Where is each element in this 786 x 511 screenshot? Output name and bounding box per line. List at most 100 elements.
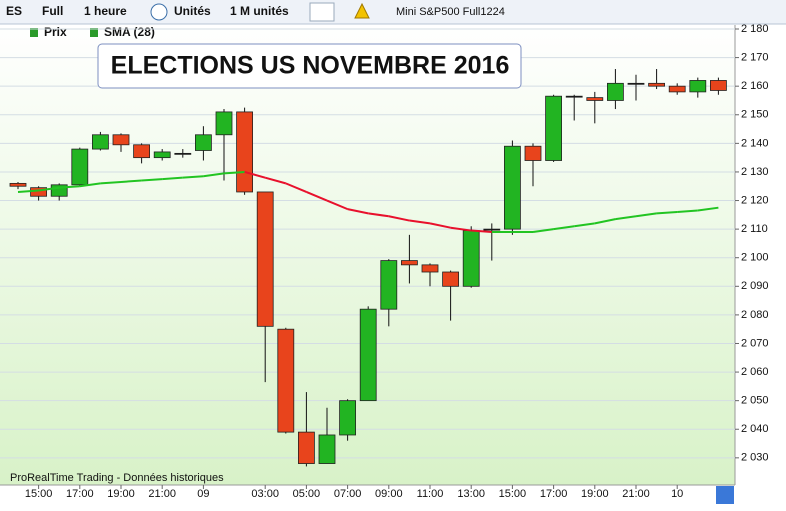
- candle-body: [9, 182, 27, 187]
- sma-segment: [471, 229, 492, 233]
- y-tick-label: 2 170: [741, 51, 769, 63]
- sma-segment: [203, 172, 225, 178]
- x-tick-label: 17:00: [540, 488, 568, 500]
- x-tick-label: 21:00: [622, 488, 650, 500]
- sma-segment: [450, 226, 472, 232]
- x-axis-area: [0, 485, 786, 506]
- candle-body: [400, 260, 418, 266]
- x-tick-label: 19:00: [581, 488, 609, 500]
- x-tick-label: 05:00: [293, 488, 321, 500]
- x-tick-label: 15:00: [25, 488, 53, 500]
- y-tick-label: 2 060: [741, 366, 769, 378]
- x-tick-label: 17:00: [66, 488, 94, 500]
- candle-body: [668, 85, 686, 93]
- y-tick-label: 2 080: [741, 309, 769, 321]
- x-tick-label: 11:00: [417, 488, 444, 500]
- y-tick-label: 2 150: [741, 109, 769, 121]
- candle-body: [545, 95, 562, 161]
- y-tick-label: 2 090: [741, 280, 769, 292]
- indicator-tab[interactable]: SMA (28): [104, 25, 155, 39]
- sma-segment: [326, 199, 348, 211]
- x-tick-label: 21:00: [148, 488, 176, 500]
- candle-body: [483, 228, 501, 231]
- sma-segment: [656, 210, 678, 215]
- candle-body: [359, 308, 377, 402]
- candle-body: [174, 152, 192, 155]
- y-axis-area: [735, 25, 786, 485]
- y-tick-label: 2 100: [741, 252, 769, 264]
- price-icon: [30, 28, 38, 37]
- sma-segment: [306, 191, 328, 202]
- sma-segment: [264, 176, 287, 185]
- sma-segment: [162, 176, 183, 181]
- y-tick-label: 2 130: [741, 166, 769, 178]
- y-tick-label: 2 140: [741, 137, 769, 149]
- x-tick-label: 15:00: [499, 488, 527, 500]
- y-tick-label: 2 160: [741, 80, 769, 92]
- candle-body: [277, 328, 295, 433]
- candle-body: [50, 184, 68, 197]
- y-tick-label: 2 050: [741, 395, 769, 407]
- sma-segment: [429, 222, 451, 229]
- sma-segment: [141, 178, 163, 182]
- sma-segment: [59, 185, 80, 189]
- period[interactable]: 1 heure: [84, 4, 127, 18]
- sma-segment: [594, 218, 616, 225]
- candle-body: [297, 431, 315, 464]
- sma-segment: [409, 219, 431, 225]
- chart-style-button[interactable]: [309, 2, 335, 22]
- candle-body: [112, 134, 130, 146]
- sma-segment: [120, 179, 142, 183]
- symbol[interactable]: ES: [6, 4, 22, 18]
- y-tick-label: 2 070: [741, 337, 769, 349]
- candle-body: [648, 82, 665, 87]
- sma-segment: [17, 189, 39, 193]
- candle-body: [462, 230, 480, 287]
- sma-segment: [615, 215, 637, 221]
- sma-segment: [347, 208, 369, 215]
- sma-segment: [388, 215, 410, 222]
- x-tick-label: 03:00: [251, 488, 279, 500]
- x-tick-label: 07:00: [334, 488, 362, 500]
- sma-segment: [368, 212, 389, 218]
- sma-segment: [635, 212, 657, 218]
- candle-body: [586, 97, 604, 101]
- candle-body: [194, 134, 212, 151]
- x-tick-label: 13:00: [457, 488, 485, 500]
- mode[interactable]: Full: [42, 4, 63, 18]
- sma-segment: [574, 222, 595, 228]
- instrument: Mini S&P500 Full1224: [396, 6, 505, 18]
- candle-body: [318, 434, 336, 464]
- sma-segment: [553, 225, 575, 231]
- x-tick-label: 09: [197, 488, 209, 500]
- y-tick-label: 2 040: [741, 423, 769, 435]
- scroll-button[interactable]: [716, 486, 734, 504]
- warning-icon[interactable]: [354, 2, 370, 19]
- candle-body: [524, 145, 542, 161]
- x-tick-label: 09:00: [375, 488, 403, 500]
- candle-body: [153, 151, 171, 159]
- sma-segment: [223, 170, 245, 175]
- units[interactable]: Unités: [174, 4, 211, 18]
- sma-segment: [697, 206, 719, 212]
- y-tick-label: 2 180: [741, 23, 769, 35]
- candle-body: [236, 111, 254, 193]
- units-icon[interactable]: [150, 3, 168, 21]
- toolbar: [0, 0, 786, 24]
- candle-body: [339, 400, 357, 436]
- y-tick-label: 2 110: [741, 223, 768, 235]
- plot-area: [0, 25, 735, 485]
- sma-segment: [677, 209, 698, 213]
- quantity[interactable]: 1 M unités: [230, 4, 289, 18]
- title-box: [97, 43, 522, 89]
- candle-body: [442, 271, 460, 287]
- sma-segment: [532, 228, 554, 233]
- sma-segment: [285, 182, 307, 193]
- price-tab[interactable]: Prix: [44, 25, 67, 39]
- candle-body: [503, 145, 521, 230]
- sma-segment: [38, 186, 60, 192]
- candle-body: [710, 80, 727, 91]
- candle-body: [256, 191, 274, 327]
